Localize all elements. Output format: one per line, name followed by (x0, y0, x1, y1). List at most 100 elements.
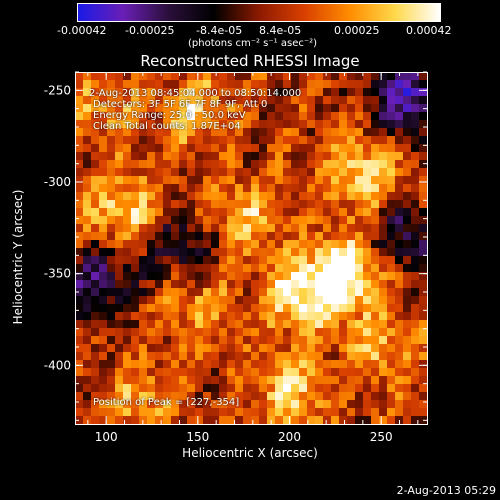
heatmap-cell (331, 320, 340, 329)
heatmap-cell (315, 288, 324, 297)
heatmap-cell (131, 200, 140, 209)
heatmap-cell (115, 136, 124, 145)
heatmap-cell (211, 176, 220, 185)
heatmap-cell (83, 272, 92, 281)
heatmap-cell (275, 392, 284, 401)
heatmap-cell (147, 152, 156, 161)
heatmap-cell (163, 336, 172, 345)
heatmap-cell (419, 152, 427, 161)
heatmap-cell (195, 264, 204, 273)
heatmap-cell (155, 320, 164, 329)
heatmap-cell (403, 200, 412, 209)
heatmap-cell (411, 272, 420, 281)
heatmap-cell (203, 224, 212, 233)
heatmap-cell (147, 312, 156, 321)
heatmap-cell (299, 368, 308, 377)
heatmap-cell (307, 320, 316, 329)
heatmap-cell (251, 328, 260, 337)
heatmap-cell (267, 312, 276, 321)
heatmap-cell (75, 144, 84, 153)
heatmap-cell (283, 104, 292, 113)
heatmap-cell (171, 256, 180, 265)
heatmap-cell (363, 368, 372, 377)
heatmap-cell (355, 104, 364, 113)
heatmap-cell (347, 88, 356, 97)
heatmap-cell (91, 176, 100, 185)
heatmap-cell (163, 328, 172, 337)
heatmap-cell (83, 400, 92, 409)
heatmap-cell (99, 232, 108, 241)
heatmap-cell (259, 96, 268, 105)
heatmap-cell (259, 312, 268, 321)
heatmap-cell (347, 152, 356, 161)
heatmap-cell (363, 88, 372, 97)
heatmap-cell (163, 376, 172, 385)
heatmap-cell (267, 392, 276, 401)
heatmap-cell (243, 312, 252, 321)
heatmap-cell (267, 264, 276, 273)
heatmap-cell (83, 128, 92, 137)
heatmap-cell (235, 368, 244, 377)
heatmap-cell (83, 200, 92, 209)
heatmap-cell (283, 88, 292, 97)
heatmap-cell (363, 360, 372, 369)
heatmap-cell (267, 280, 276, 289)
heatmap-cell (291, 216, 300, 225)
heatmap-cell (227, 336, 236, 345)
heatmap-cell (251, 384, 260, 393)
heatmap-cell (307, 88, 316, 97)
heatmap-cell (115, 80, 124, 89)
heatmap-cell (219, 184, 228, 193)
heatmap-cell (171, 280, 180, 289)
heatmap-cell (75, 176, 84, 185)
heatmap-cell (115, 376, 124, 385)
heatmap-cell (403, 312, 412, 321)
heatmap-cell (323, 288, 332, 297)
heatmap-cell (259, 216, 268, 225)
heatmap-cell (139, 176, 148, 185)
heatmap-cell (211, 264, 220, 273)
heatmap-cell (107, 344, 116, 353)
heatmap-cell (115, 96, 124, 105)
heatmap-cell (379, 360, 388, 369)
heatmap-cell (283, 216, 292, 225)
heatmap-cell (371, 264, 380, 273)
heatmap-cell (363, 256, 372, 265)
heatmap-cell (395, 72, 404, 81)
heatmap-cell (219, 120, 228, 129)
heatmap-cell (323, 200, 332, 209)
heatmap-cell (339, 336, 348, 345)
heatmap-cell (379, 88, 388, 97)
heatmap-cell (283, 416, 292, 424)
heatmap-cell (299, 272, 308, 281)
heatmap-cell (107, 160, 116, 169)
heatmap-cell (259, 264, 268, 273)
heatmap-cell (259, 384, 268, 393)
heatmap-cell (259, 368, 268, 377)
heatmap-cell (115, 160, 124, 169)
heatmap-cell (147, 72, 156, 81)
y-tick-label: -250 (44, 83, 71, 97)
heatmap-cell (379, 208, 388, 217)
heatmap-cell (123, 392, 132, 401)
heatmap-cell (283, 112, 292, 121)
heatmap-cell (331, 88, 340, 97)
heatmap-cell (179, 136, 188, 145)
heatmap-cell (179, 344, 188, 353)
heatmap-cell (419, 304, 427, 313)
heatmap-cell (75, 368, 84, 377)
heatmap-cell (171, 136, 180, 145)
heatmap-cell (331, 296, 340, 305)
heatmap-cell (99, 384, 108, 393)
heatmap-cell (323, 152, 332, 161)
heatmap-cell (323, 104, 332, 113)
heatmap-cell (411, 104, 420, 113)
heatmap-cell (91, 400, 100, 409)
heatmap-cell (123, 104, 132, 113)
heatmap-cell (99, 312, 108, 321)
heatmap-cell (363, 296, 372, 305)
heatmap-cell (139, 296, 148, 305)
heatmap-cell (387, 96, 396, 105)
heatmap-cell (251, 80, 260, 89)
heatmap-cell (267, 72, 276, 81)
